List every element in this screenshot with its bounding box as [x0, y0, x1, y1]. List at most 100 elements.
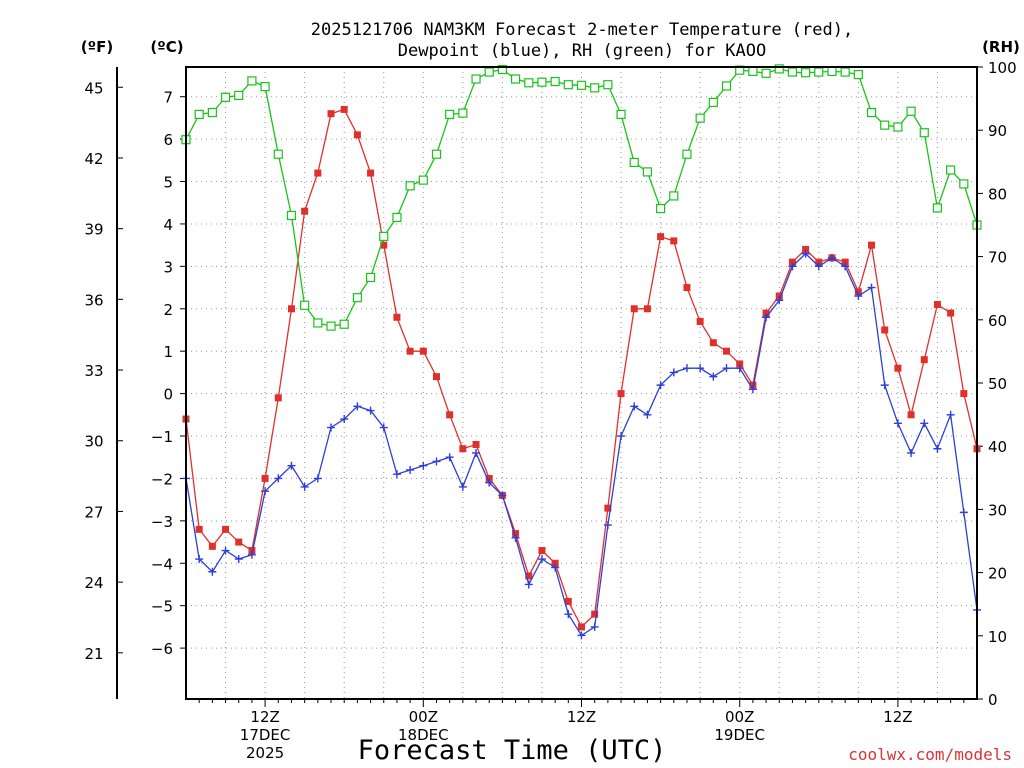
rh-point — [537, 77, 547, 87]
temperature-point — [723, 347, 731, 355]
chart-title-line-1: 2025121706 NAM3KM Forecast 2-meter Tempe… — [311, 20, 853, 40]
temperature-point — [525, 572, 533, 580]
rh-point — [787, 67, 798, 77]
temperature-point — [947, 309, 955, 317]
chart-title-line-2: Dewpoint (blue), RH (green) for KAOO — [398, 41, 766, 61]
temperature-point — [802, 245, 810, 253]
rh-point — [563, 80, 573, 90]
fahrenheit-tick-label: 36 — [84, 291, 103, 309]
fahrenheit-unit-label: (ºF) — [81, 38, 113, 56]
dewpoint-point — [511, 533, 520, 542]
rh-point — [365, 272, 376, 283]
rh-point — [906, 106, 916, 116]
rh-point — [655, 203, 666, 214]
temperature-point — [788, 258, 796, 266]
temperature-point — [578, 623, 585, 631]
rh-point — [207, 107, 217, 118]
temperature-point — [815, 258, 823, 266]
fahrenheit-tick-label: 42 — [84, 150, 103, 168]
temperature-point — [419, 347, 427, 355]
rh-point — [405, 181, 415, 191]
dewpoint-point — [762, 313, 771, 322]
rh-point — [642, 167, 653, 177]
temperature-point — [683, 284, 691, 292]
dewpoint-point — [709, 372, 718, 381]
temperature-point — [195, 525, 203, 533]
dewpoint-point — [524, 580, 533, 589]
dewpoint-point — [247, 550, 256, 559]
dewpoint-point — [485, 478, 494, 487]
fahrenheit-tick-label: 33 — [84, 362, 103, 380]
dewpoint-point — [933, 444, 942, 453]
dewpoint-point — [854, 292, 863, 301]
celsius-tick-label: −6 — [151, 640, 173, 658]
dewpoint-point — [313, 474, 322, 483]
rh-point — [721, 81, 732, 91]
rh-point — [946, 165, 956, 175]
dewpoint-point — [564, 610, 573, 619]
celsius-tick-label: 5 — [163, 174, 173, 192]
dewpoint-point — [195, 555, 204, 564]
temperature-point — [881, 326, 889, 334]
dewpoint-point — [696, 364, 705, 373]
rh-point — [471, 74, 481, 84]
dewpoint-point — [867, 283, 876, 292]
temperature-point — [591, 610, 599, 618]
rh-tick-label: 100 — [988, 59, 1017, 77]
series-rh — [181, 64, 982, 331]
rh-point — [418, 175, 428, 185]
series-dewpoint — [182, 249, 981, 640]
temperature-point — [736, 360, 744, 368]
celsius-tick-label: 7 — [163, 89, 173, 107]
rh-point — [220, 92, 231, 102]
temperature-point — [380, 241, 388, 249]
rh-point — [866, 107, 877, 118]
rh-point — [893, 122, 903, 132]
rh-tick-label: 80 — [988, 185, 1007, 203]
axes: 76543210−1−2−3−4−5−645423936333027242110… — [84, 59, 1016, 762]
temperature-point — [485, 474, 493, 482]
rh-point — [379, 231, 389, 241]
fahrenheit-tick-label: 30 — [84, 433, 103, 451]
dewpoint-point — [327, 423, 336, 432]
dewpoint-point — [458, 482, 467, 491]
dewpoint-point — [722, 364, 731, 373]
temperature-point — [854, 288, 862, 296]
x-tick-label: 12Z — [567, 708, 596, 726]
x-tick-label: 2025 — [246, 744, 284, 762]
dewpoint-point — [907, 448, 916, 457]
celsius-tick-label: 6 — [163, 131, 173, 149]
rh-point — [590, 83, 600, 93]
temperature-point — [670, 237, 678, 245]
dewpoint-point — [221, 546, 230, 555]
rh-point — [339, 319, 349, 329]
rh-point — [300, 300, 310, 310]
rh-tick-label: 30 — [988, 501, 1007, 519]
dewpoint-point — [300, 482, 309, 491]
temperature-point — [353, 131, 361, 139]
temperature-point — [406, 347, 414, 355]
dewpoint-point — [590, 622, 599, 631]
rh-point — [748, 66, 758, 77]
temperature-point — [512, 530, 520, 538]
dewpoint-point — [656, 381, 665, 390]
temperature-point — [432, 373, 440, 381]
temperature-point — [287, 305, 295, 313]
dewpoint-point — [537, 555, 546, 564]
dewpoint-point — [274, 474, 283, 483]
dewpoint-point — [603, 521, 612, 530]
temperature-point — [327, 110, 335, 118]
dewpoint-point — [577, 631, 586, 640]
x-tick-label: 17DEC — [240, 726, 291, 744]
temperature-point — [894, 364, 902, 372]
temperature-point — [604, 504, 612, 512]
dewpoint-point — [498, 491, 507, 500]
rh-tick-label: 60 — [988, 312, 1007, 330]
rh-point — [853, 69, 863, 80]
rh-unit-label: (RH) — [982, 38, 1020, 56]
fahrenheit-tick-label: 39 — [84, 221, 103, 239]
dewpoint-point — [682, 364, 691, 373]
x-tick-label: 12Z — [250, 708, 279, 726]
temperature-point — [208, 542, 216, 550]
dewpoint-point — [261, 487, 270, 496]
